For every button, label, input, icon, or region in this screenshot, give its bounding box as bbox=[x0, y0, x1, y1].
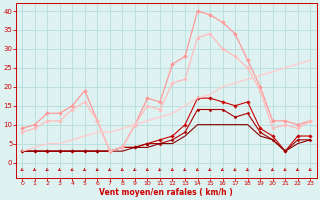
X-axis label: Vent moyen/en rafales ( km/h ): Vent moyen/en rafales ( km/h ) bbox=[100, 188, 233, 197]
